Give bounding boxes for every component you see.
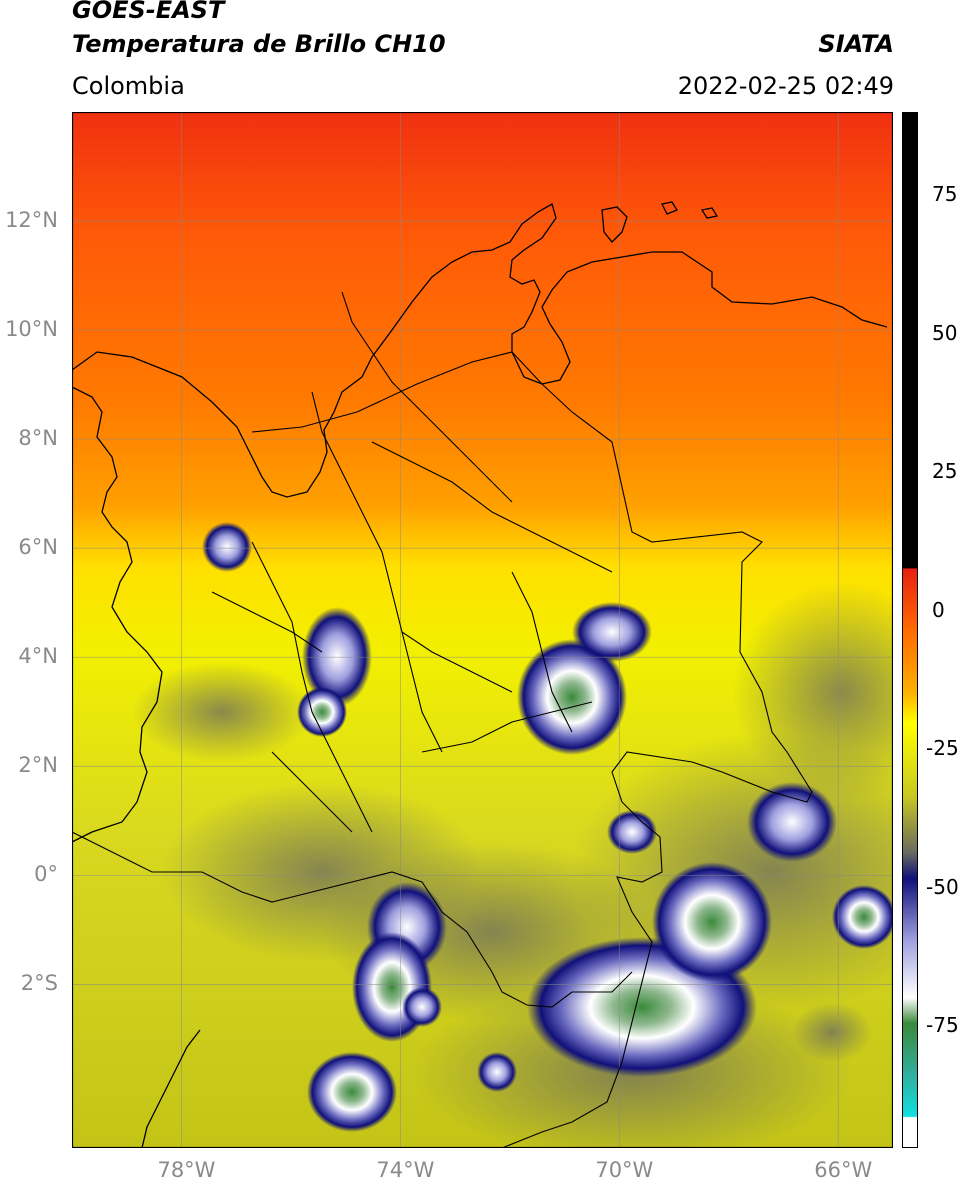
datetime-label: 2022-02-25 02:49 bbox=[677, 72, 894, 100]
region-label: Colombia bbox=[72, 72, 185, 100]
colorbar-tick-label: -25 bbox=[926, 736, 959, 761]
colorbar-tick-label: 50 bbox=[932, 320, 958, 345]
latitude-tick-label: 12°N bbox=[5, 208, 58, 233]
colorbar-tick-label: 0 bbox=[932, 597, 945, 622]
map-frame bbox=[72, 112, 893, 1148]
political-boundaries bbox=[72, 291, 813, 1148]
satellite-title: GOES-EAST bbox=[72, 0, 225, 24]
agency-label: SIATA bbox=[818, 30, 894, 58]
longitude-tick-label: 66°W bbox=[814, 1158, 873, 1182]
longitude-tick-label: 78°W bbox=[157, 1158, 216, 1182]
latitude-tick-label: 4°N bbox=[18, 644, 58, 669]
convective-clouds bbox=[132, 522, 893, 1132]
colorbar-tick-label: -50 bbox=[926, 874, 959, 899]
latitude-tick-label: 2°S bbox=[20, 971, 58, 996]
product-title: Temperatura de Brillo CH10 bbox=[72, 30, 446, 58]
colorbar bbox=[902, 112, 918, 1148]
latitude-tick-label: 8°N bbox=[18, 426, 58, 451]
longitude-tick-label: 70°W bbox=[595, 1158, 654, 1182]
colorbar-tick-label: -75 bbox=[926, 1013, 959, 1038]
longitude-tick-label: 74°W bbox=[376, 1158, 435, 1182]
latitude-tick-label: 10°N bbox=[5, 317, 58, 342]
colorbar-tick-label: 75 bbox=[932, 182, 958, 207]
colorbar-tick-label: 25 bbox=[932, 459, 958, 484]
latitude-tick-label: 0° bbox=[34, 862, 58, 887]
brightness-temperature-map bbox=[72, 112, 893, 1148]
latitude-tick-label: 2°N bbox=[18, 753, 58, 778]
colorbar-scale bbox=[902, 112, 918, 1148]
coastlines bbox=[72, 201, 888, 1148]
latitude-tick-label: 6°N bbox=[18, 535, 58, 560]
